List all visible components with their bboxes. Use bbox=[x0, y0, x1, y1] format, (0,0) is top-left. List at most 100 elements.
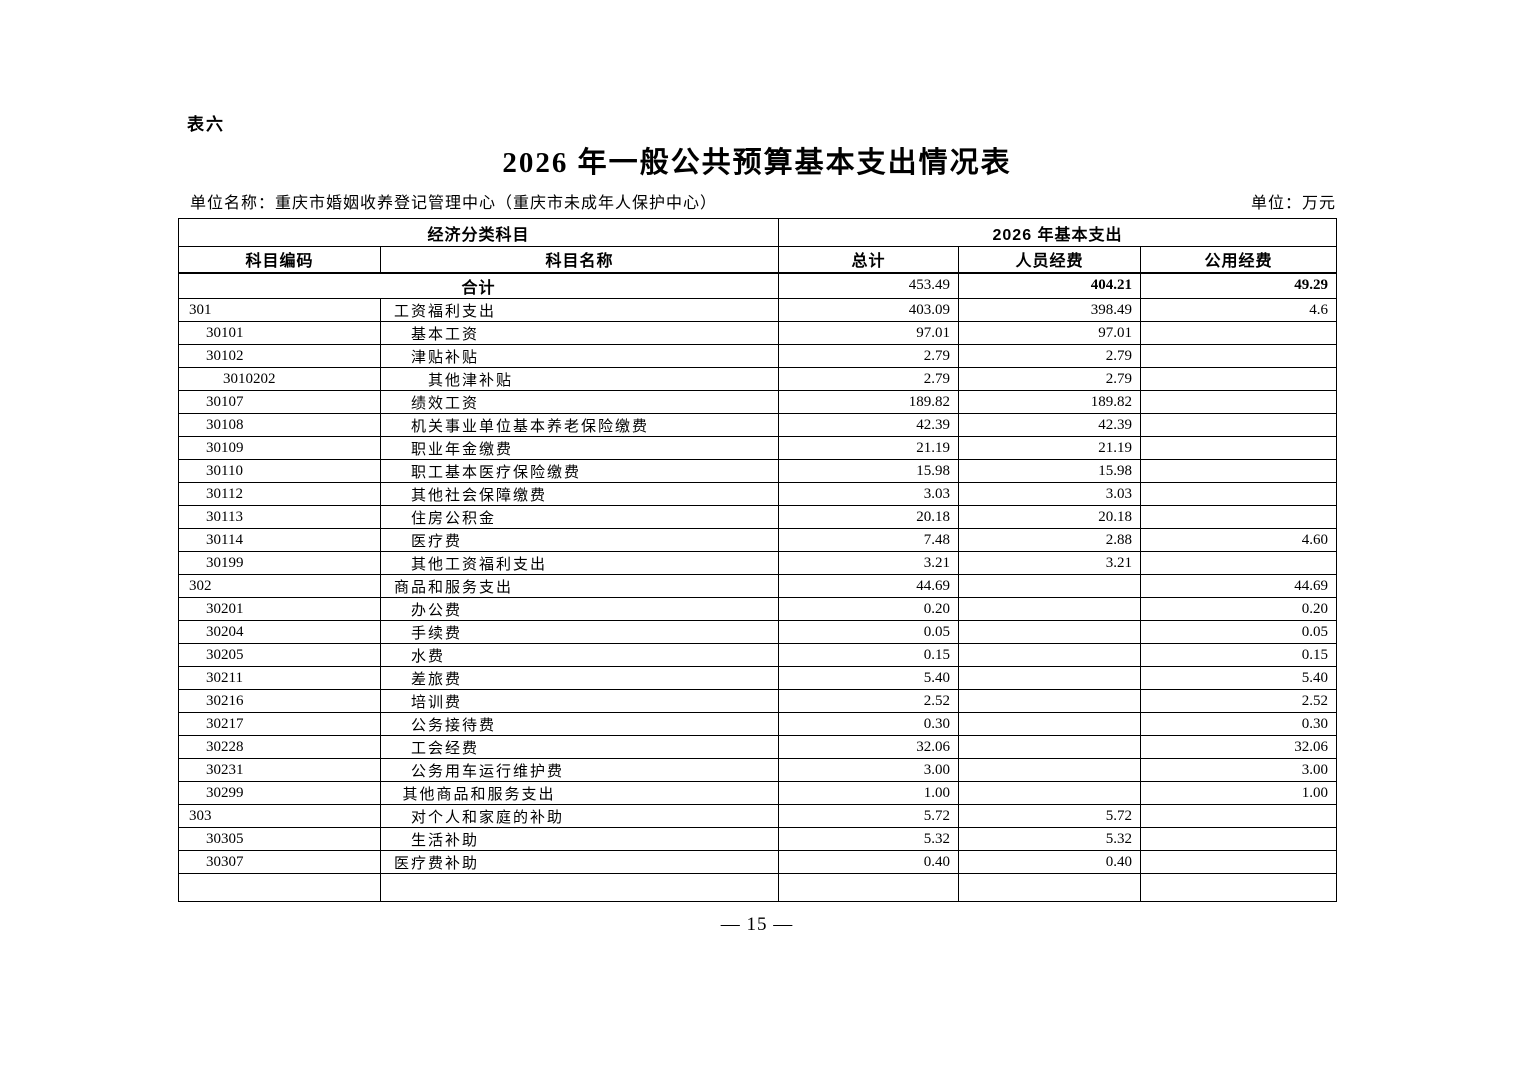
table-row: 30204 手续费 0.05 0.05 bbox=[178, 620, 1338, 644]
subject-name-cell: 职业年金缴费 bbox=[379, 436, 780, 460]
total-cell: 5.40 bbox=[778, 666, 960, 690]
subject-name-cell: 绩效工资 bbox=[379, 390, 780, 414]
total-cell: 5.32 bbox=[778, 827, 960, 851]
subject-name-cell: 对个人和家庭的补助 bbox=[379, 804, 780, 828]
personnel-funds-cell: 42.39 bbox=[958, 413, 1142, 437]
total-cell: 44.69 bbox=[778, 574, 960, 598]
total-cell: 1.00 bbox=[778, 781, 960, 805]
personnel-funds-cell: 3.03 bbox=[958, 482, 1142, 506]
table-row: 302 商品和服务支出 44.69 44.69 bbox=[178, 574, 1338, 598]
table-row: 30299 其他商品和服务支出 1.00 1.00 bbox=[178, 781, 1338, 805]
subject-name-cell bbox=[379, 873, 780, 902]
subject-name-cell: 机关事业单位基本养老保险缴费 bbox=[379, 413, 780, 437]
public-funds-cell: 4.6 bbox=[1140, 298, 1338, 322]
subject-code-cell: 30216 bbox=[178, 689, 381, 713]
subject-name-cell: 津贴补贴 bbox=[379, 344, 780, 368]
personnel-funds-cell: 97.01 bbox=[958, 321, 1142, 345]
subject-name-cell: 工资福利支出 bbox=[379, 298, 780, 322]
total-cell: 3.00 bbox=[778, 758, 960, 782]
personnel-funds-cell bbox=[958, 574, 1142, 598]
table-row: 30113 住房公积金 20.18 20.18 bbox=[178, 505, 1338, 529]
table-body: 合计 453.49 404.21 49.29 301 工资福利支出 403.09… bbox=[177, 272, 1338, 902]
subject-code-cell: 30211 bbox=[178, 666, 381, 690]
public-funds-cell bbox=[1140, 436, 1338, 460]
public-funds-cell bbox=[1140, 367, 1338, 391]
table-row: 30102 津贴补贴 2.79 2.79 bbox=[178, 344, 1338, 368]
total-cell: 15.98 bbox=[778, 459, 960, 483]
total-cell: 42.39 bbox=[778, 413, 960, 437]
subject-name-cell: 基本工资 bbox=[379, 321, 780, 345]
subject-code-cell: 30199 bbox=[178, 551, 381, 575]
public-funds-cell: 2.52 bbox=[1140, 689, 1338, 713]
public-funds-cell: 5.40 bbox=[1140, 666, 1338, 690]
subject-code-cell: 302 bbox=[178, 574, 381, 598]
table-row: 30216 培训费 2.52 2.52 bbox=[178, 689, 1338, 713]
subject-name-cell: 医疗费 bbox=[379, 528, 780, 552]
personnel-funds-cell bbox=[958, 873, 1142, 902]
table-row: 30110 职工基本医疗保险缴费 15.98 15.98 bbox=[178, 459, 1338, 483]
total-cell: 3.03 bbox=[778, 482, 960, 506]
personnel-funds-cell bbox=[958, 712, 1142, 736]
currency-unit-label: 单位：万元 bbox=[1250, 195, 1336, 212]
public-funds-cell bbox=[1140, 804, 1338, 828]
total-cell: 21.19 bbox=[778, 436, 960, 460]
subject-code-cell: 30112 bbox=[178, 482, 381, 506]
budget-table: 经济分类科目 2026 年基本支出 科目编码 科目名称 总计 人员经费 公用经费… bbox=[177, 218, 1338, 902]
personnel-funds-cell: 398.49 bbox=[958, 298, 1142, 322]
table-row: 30228 工会经费 32.06 32.06 bbox=[178, 735, 1338, 759]
public-funds-cell: 3.00 bbox=[1140, 758, 1338, 782]
column-header-total: 总计 bbox=[778, 246, 960, 274]
table-row bbox=[178, 873, 1338, 902]
subject-name-cell: 公务接待费 bbox=[379, 712, 780, 736]
subject-code-cell: 30305 bbox=[178, 827, 381, 851]
table-row: 30112 其他社会保障缴费 3.03 3.03 bbox=[178, 482, 1338, 506]
personnel-funds-cell: 3.21 bbox=[958, 551, 1142, 575]
public-funds-cell: 0.15 bbox=[1140, 643, 1338, 667]
table-row: 30217 公务接待费 0.30 0.30 bbox=[178, 712, 1338, 736]
table-row: 30199 其他工资福利支出 3.21 3.21 bbox=[178, 551, 1338, 575]
subject-code-cell: 30217 bbox=[178, 712, 381, 736]
subject-name-cell: 培训费 bbox=[379, 689, 780, 713]
subject-code-cell: 30114 bbox=[178, 528, 381, 552]
subject-name-cell: 其他商品和服务支出 bbox=[379, 781, 780, 805]
personnel-funds-cell bbox=[958, 597, 1142, 621]
grand-total-personnel-cell: 404.21 bbox=[958, 272, 1142, 299]
grand-total-public-cell: 49.29 bbox=[1140, 272, 1338, 299]
subject-name-cell: 差旅费 bbox=[379, 666, 780, 690]
total-cell: 0.20 bbox=[778, 597, 960, 621]
personnel-funds-cell: 5.72 bbox=[958, 804, 1142, 828]
total-cell bbox=[778, 873, 960, 902]
grand-total-row: 合计 453.49 404.21 49.29 bbox=[177, 272, 1338, 299]
public-funds-cell bbox=[1140, 551, 1338, 575]
column-header-public-funds: 公用经费 bbox=[1140, 246, 1338, 274]
subject-code-cell bbox=[178, 873, 381, 902]
public-funds-cell: 1.00 bbox=[1140, 781, 1338, 805]
header-economic-classification: 经济分类科目 bbox=[177, 218, 780, 247]
total-cell: 2.52 bbox=[778, 689, 960, 713]
subject-code-cell: 30102 bbox=[178, 344, 381, 368]
personnel-funds-cell: 2.79 bbox=[958, 344, 1142, 368]
public-funds-cell: 0.30 bbox=[1140, 712, 1338, 736]
table-number-label: 表六 bbox=[187, 115, 225, 134]
personnel-funds-cell: 0.40 bbox=[958, 850, 1142, 874]
subject-name-cell: 手续费 bbox=[379, 620, 780, 644]
table-row: 30307 医疗费补助 0.40 0.40 bbox=[178, 850, 1338, 874]
personnel-funds-cell: 20.18 bbox=[958, 505, 1142, 529]
subject-name-cell: 工会经费 bbox=[379, 735, 780, 759]
public-funds-cell bbox=[1140, 344, 1338, 368]
table-row: 30114 医疗费 7.48 2.88 4.60 bbox=[178, 528, 1338, 552]
column-header-subject-code: 科目编码 bbox=[178, 246, 381, 274]
meta-row: 单位名称：重庆市婚姻收养登记管理中心（重庆市未成年人保护中心） 单位：万元 bbox=[190, 189, 1336, 213]
public-funds-cell bbox=[1140, 321, 1338, 345]
header-basic-expenditure-2026: 2026 年基本支出 bbox=[778, 218, 1338, 247]
subject-code-cell: 30101 bbox=[178, 321, 381, 345]
table-row: 30211 差旅费 5.40 5.40 bbox=[178, 666, 1338, 690]
table-row: 303 对个人和家庭的补助 5.72 5.72 bbox=[178, 804, 1338, 828]
subject-name-cell: 生活补助 bbox=[379, 827, 780, 851]
public-funds-cell bbox=[1140, 505, 1338, 529]
total-cell: 0.15 bbox=[778, 643, 960, 667]
personnel-funds-cell: 2.88 bbox=[958, 528, 1142, 552]
personnel-funds-cell bbox=[958, 735, 1142, 759]
total-cell: 20.18 bbox=[778, 505, 960, 529]
